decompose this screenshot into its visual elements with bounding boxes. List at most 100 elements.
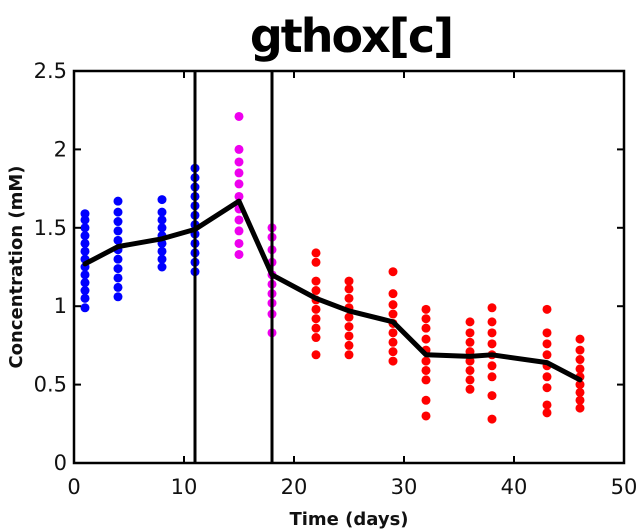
data-point (465, 337, 475, 347)
x-tick-label: 20 (281, 475, 308, 499)
data-point (344, 350, 354, 360)
data-point (344, 312, 354, 322)
data-point (465, 317, 475, 327)
data-point (311, 333, 321, 343)
plot-frame (72, 69, 626, 465)
data-point (234, 191, 244, 201)
y-axis-label: Concentration (mM) (6, 165, 27, 368)
data-point (542, 383, 552, 393)
data-point (234, 157, 244, 167)
mean-line-group (82, 198, 583, 383)
data-point (388, 300, 398, 310)
data-point (487, 414, 497, 424)
data-point (80, 303, 90, 313)
mean-line (82, 198, 583, 383)
data-point (311, 257, 321, 267)
data-point (388, 309, 398, 319)
data-point (421, 395, 431, 405)
y-tick-label: 2.5 (34, 59, 67, 83)
data-point (344, 340, 354, 350)
data-point (542, 350, 552, 360)
data-point (80, 286, 90, 296)
data-point (234, 111, 244, 121)
data-point (487, 372, 497, 382)
data-point (421, 411, 431, 421)
data-point (80, 246, 90, 256)
data-point (157, 254, 167, 264)
data-point (234, 168, 244, 178)
data-point (465, 365, 475, 375)
y-tick-label: 1.5 (34, 216, 67, 240)
data-point (465, 384, 475, 394)
data-point (575, 334, 585, 344)
data-point (311, 286, 321, 296)
data-point (575, 345, 585, 355)
data-point (113, 264, 123, 274)
data-point (465, 356, 475, 366)
data-point (234, 249, 244, 259)
data-point (388, 356, 398, 366)
data-point (157, 215, 167, 225)
data-point (80, 293, 90, 303)
y-tick-label: 0.5 (34, 373, 67, 397)
data-point (575, 387, 585, 397)
data-point (542, 339, 552, 349)
data-point (575, 403, 585, 413)
data-point (113, 292, 123, 302)
data-point (421, 323, 431, 333)
data-point (113, 196, 123, 206)
data-point (234, 215, 244, 225)
data-point (344, 276, 354, 286)
data-point (388, 289, 398, 299)
data-point (421, 356, 431, 366)
data-point (542, 400, 552, 410)
data-point (575, 364, 585, 374)
data-point (157, 195, 167, 205)
data-point (80, 215, 90, 225)
data-point (542, 372, 552, 382)
data-point (344, 284, 354, 294)
data-point (542, 408, 552, 418)
data-point (311, 350, 321, 360)
data-point (311, 276, 321, 286)
data-point (465, 328, 475, 338)
data-point (344, 293, 354, 303)
data-point (234, 179, 244, 189)
data-point (157, 262, 167, 272)
data-point (542, 304, 552, 314)
data-point (157, 246, 167, 256)
data-point (421, 375, 431, 385)
vertical-lines (193, 71, 274, 463)
data-point (113, 282, 123, 292)
x-tick-label: 40 (501, 475, 528, 499)
data-point (344, 331, 354, 341)
data-point (388, 328, 398, 338)
data-point (388, 347, 398, 357)
y-tick-label: 1 (54, 294, 67, 318)
data-point (113, 207, 123, 217)
data-point (421, 365, 431, 375)
data-point (388, 337, 398, 347)
data-point (234, 238, 244, 248)
data-point (487, 339, 497, 349)
data-point (80, 238, 90, 248)
x-tick-label: 30 (391, 475, 418, 499)
data-point (157, 223, 167, 233)
chart-title: gthox[c] (250, 9, 452, 63)
data-point (542, 328, 552, 338)
data-point (487, 391, 497, 401)
data-point (421, 304, 431, 314)
data-point (421, 334, 431, 344)
x-tick-label: 10 (171, 475, 198, 499)
data-point (80, 231, 90, 241)
data-point (234, 226, 244, 236)
data-point (575, 395, 585, 405)
data-point (80, 223, 90, 233)
x-tick-label: 0 (67, 475, 80, 499)
data-point (487, 317, 497, 327)
data-point (234, 144, 244, 154)
data-point (421, 314, 431, 324)
data-point (311, 248, 321, 258)
data-point (80, 278, 90, 288)
